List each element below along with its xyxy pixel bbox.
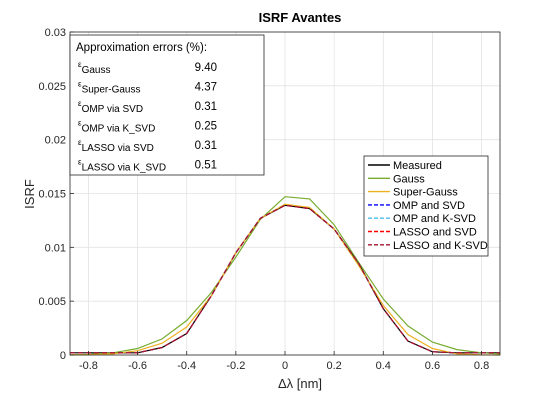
annotation-label: εLASSO via K_SVD (78, 158, 166, 174)
annotation-rows: εGauss 9.40 εSuper-Gauss 4.37 εOMP via SVD 0.… (78, 60, 217, 174)
approximation-errors-box: Approximation errors (%): εGauss 9.40 εSup… (69, 34, 265, 176)
legend-label: LASSO and K-SVD (393, 240, 488, 252)
x-tick-label: 0.6 (425, 360, 440, 372)
annotation-value: 0.31 (195, 101, 217, 113)
series-line-super-gauss (69, 203, 501, 356)
annotation-label: εLASSO via SVD (78, 138, 154, 154)
y-axis-ticks: 0 0.005 0.01 0.015 0.02 0.025 0.03 (38, 27, 74, 362)
legend-label: LASSO and SVD (393, 227, 477, 239)
annotation-label: εOMP via K_SVD (78, 119, 155, 135)
x-tick-label: 0.4 (376, 360, 391, 372)
x-tick-label: -0.2 (226, 360, 245, 372)
x-axis-ticks: -0.8 -0.6 -0.4 -0.2 0 0.2 0.4 0.6 0.8 (79, 351, 489, 372)
annotation-value: 0.25 (195, 121, 217, 133)
annotation-value: 9.40 (195, 62, 217, 74)
annotation-value: 4.37 (195, 82, 217, 94)
legend-label: Super-Gauss (393, 187, 458, 199)
legend-label: OMP and SVD (393, 200, 465, 212)
legend-label: Gauss (393, 173, 425, 185)
y-tick-label: 0.015 (38, 189, 66, 201)
x-tick-label: 0.8 (474, 360, 489, 372)
annotation-title: Approximation errors (%): (76, 42, 207, 54)
x-tick-label: 0.2 (326, 360, 341, 372)
chart-title: ISRF Avantes (259, 10, 342, 25)
annotation-label: εSuper-Gauss (78, 80, 141, 96)
series-line-gauss (69, 196, 501, 356)
x-tick-label: 0 (282, 360, 288, 372)
x-axis-label: Δλ [nm] (278, 376, 322, 391)
legend-label: Measured (393, 160, 442, 172)
y-tick-label: 0.005 (38, 296, 66, 308)
y-axis-label: ISRF (22, 179, 37, 209)
annotation-frame (69, 34, 265, 176)
y-tick-label: 0 (60, 350, 66, 362)
annotation-label: εGauss (78, 60, 110, 76)
legend-label: OMP and K-SVD (393, 213, 476, 225)
annotation-value: 0.51 (195, 160, 217, 172)
y-tick-label: 0.03 (45, 27, 66, 39)
annotation-label: εOMP via SVD (78, 99, 143, 115)
x-tick-label: -0.4 (177, 360, 196, 372)
annotation-value: 0.31 (195, 140, 217, 152)
x-tick-label: -0.8 (79, 360, 98, 372)
legend-frame (363, 155, 489, 257)
x-tick-label: -0.6 (128, 360, 147, 372)
y-tick-label: 0.02 (45, 135, 66, 147)
y-tick-label: 0.01 (45, 242, 66, 254)
y-tick-label: 0.025 (38, 81, 66, 93)
